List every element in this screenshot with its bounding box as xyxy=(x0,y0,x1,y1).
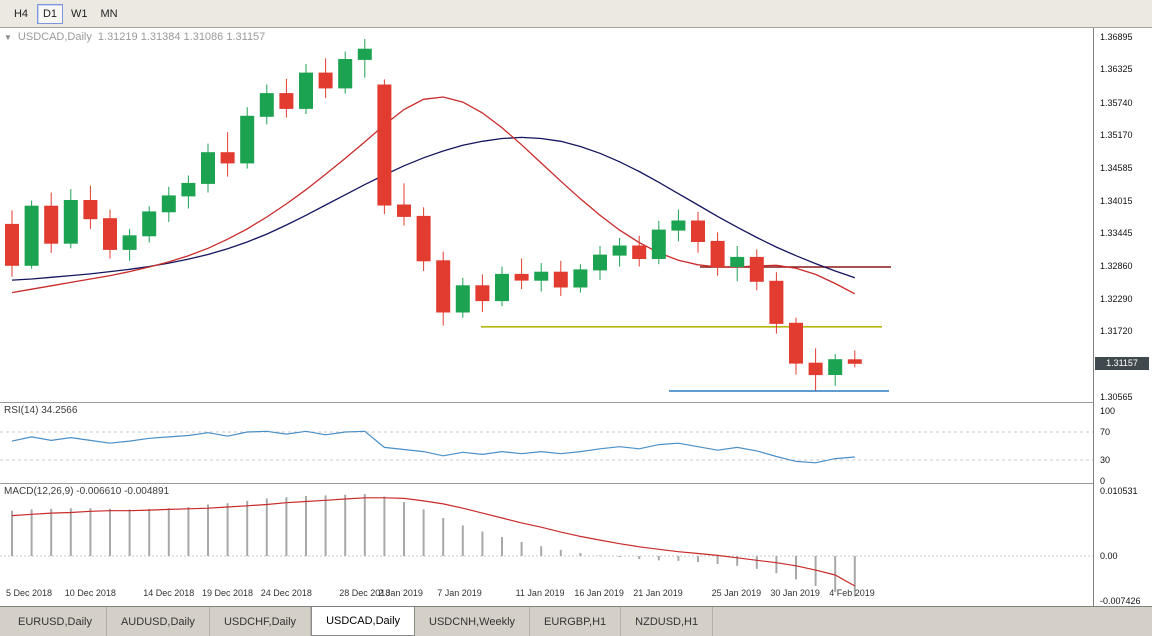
timeframe-button-h4[interactable]: H4 xyxy=(13,7,29,20)
axis-label: 0.010531 xyxy=(1100,486,1138,497)
axis-label: 100 xyxy=(1100,406,1116,416)
time-axis-label: 2 Jan 2019 xyxy=(378,588,423,598)
chevron-down-icon[interactable]: ▼ xyxy=(4,32,12,42)
axis-label: 30 xyxy=(1100,455,1111,465)
axis-label: 1.30565 xyxy=(1100,391,1133,402)
time-axis-label: 21 Jan 2019 xyxy=(633,588,683,598)
timeframe-button-mn[interactable]: MN xyxy=(100,7,118,20)
time-axis-label: 11 Jan 2019 xyxy=(515,588,565,598)
chart-tab-usdchf[interactable]: USDCHF,Daily xyxy=(210,607,312,636)
chart-tabs-bar: EURUSD,Daily AUDUSD,Daily USDCHF,Daily USDC… xyxy=(0,606,1152,636)
macd-label: MACD(12,26,9) -0.006610 -0.004891 xyxy=(4,486,170,497)
chart-tab-audusd[interactable]: AUDUSD,Daily xyxy=(107,607,210,636)
time-axis-label: 24 Dec 2018 xyxy=(260,588,312,598)
chart-tab-usdcnh[interactable]: USDCNH,Weekly xyxy=(415,607,531,636)
chart-plots: ▼ USDCAD,Daily 1.31219 1.31384 1.31086 1… xyxy=(0,28,1094,606)
chart-tab-nzdusd[interactable]: NZDUSD,H1 xyxy=(621,607,714,636)
axis-label: 1.36325 xyxy=(1100,64,1133,75)
timeframe-toolbar: H4 D1 W1 MN xyxy=(0,0,1152,28)
time-axis-label: 16 Jan 2019 xyxy=(574,588,624,598)
timeframe-button-w1[interactable]: W1 xyxy=(71,7,88,20)
axis-label: 1.34015 xyxy=(1100,195,1133,206)
chart-tab-usdcad[interactable]: USDCAD,Daily xyxy=(311,607,416,636)
time-axis-label: 30 Jan 2019 xyxy=(770,588,820,598)
chart-window: ▼ USDCAD,Daily 1.31219 1.31384 1.31086 1… xyxy=(0,28,1152,606)
axis-label: -0.007426 xyxy=(1100,596,1141,607)
time-axis-label: 14 Dec 2018 xyxy=(143,588,195,598)
time-axis-label: 4 Feb 2019 xyxy=(829,588,875,598)
timeframe-button-d1[interactable]: D1 xyxy=(37,3,63,24)
axis-label: 1.36895 xyxy=(1100,31,1133,42)
macd-panel[interactable]: MACD(12,26,9) -0.006610 -0.004891 5 Dec … xyxy=(0,484,1093,606)
price-axis[interactable]: 1.36895 1.36325 1.35740 1.35170 1.34585 1.340… xyxy=(1094,28,1152,606)
time-axis-label: 19 Dec 2018 xyxy=(202,588,254,598)
rsi-plot[interactable] xyxy=(0,403,1093,483)
rsi-panel[interactable]: RSI(14) 34.2566 xyxy=(0,403,1093,484)
chart-tab-eurgbp[interactable]: EURGBP,H1 xyxy=(530,607,622,636)
time-axis-label: 25 Jan 2019 xyxy=(711,588,762,598)
chart-symbol-title: USDCAD,Daily xyxy=(17,31,92,43)
axis-label: 1.34585 xyxy=(1100,163,1133,174)
chart-ohlc-values: 1.31219 1.31384 1.31086 1.31157 xyxy=(97,31,266,43)
time-axis-label: 28 Dec 2018 xyxy=(339,588,391,598)
axis-label: 1.32860 xyxy=(1100,261,1133,272)
axis-label: 70 xyxy=(1100,427,1111,437)
time-axis-label: 5 Dec 2018 xyxy=(6,588,53,598)
axis-label: 0 xyxy=(1100,476,1106,486)
chart-header: ▼ USDCAD,Daily 1.31219 1.31384 1.31086 1… xyxy=(4,31,265,43)
axis-label: 1.33445 xyxy=(1100,228,1133,239)
price-chart-panel[interactable]: ▼ USDCAD,Daily 1.31219 1.31384 1.31086 1… xyxy=(0,28,1093,403)
axis-label: 0.00 xyxy=(1100,551,1118,561)
current-price-tag: 1.31157 xyxy=(1095,357,1149,371)
time-axis[interactable]: 5 Dec 2018 10 Dec 2018 14 Dec 2018 19 Dec 2… xyxy=(0,588,1093,602)
axis-label: 1.35740 xyxy=(1100,97,1133,108)
rsi-label: RSI(14) 34.2566 xyxy=(4,405,78,416)
candlestick-chart[interactable] xyxy=(0,28,1093,402)
axis-label: 1.31720 xyxy=(1100,326,1133,337)
time-axis-label: 7 Jan 2019 xyxy=(437,588,482,598)
axis-label: 1.32290 xyxy=(1100,293,1133,304)
time-axis-label: 10 Dec 2018 xyxy=(64,588,116,598)
chart-tab-eurusd[interactable]: EURUSD,Daily xyxy=(4,607,107,636)
macd-plot[interactable] xyxy=(0,484,1093,606)
axis-label: 1.35170 xyxy=(1100,130,1133,141)
